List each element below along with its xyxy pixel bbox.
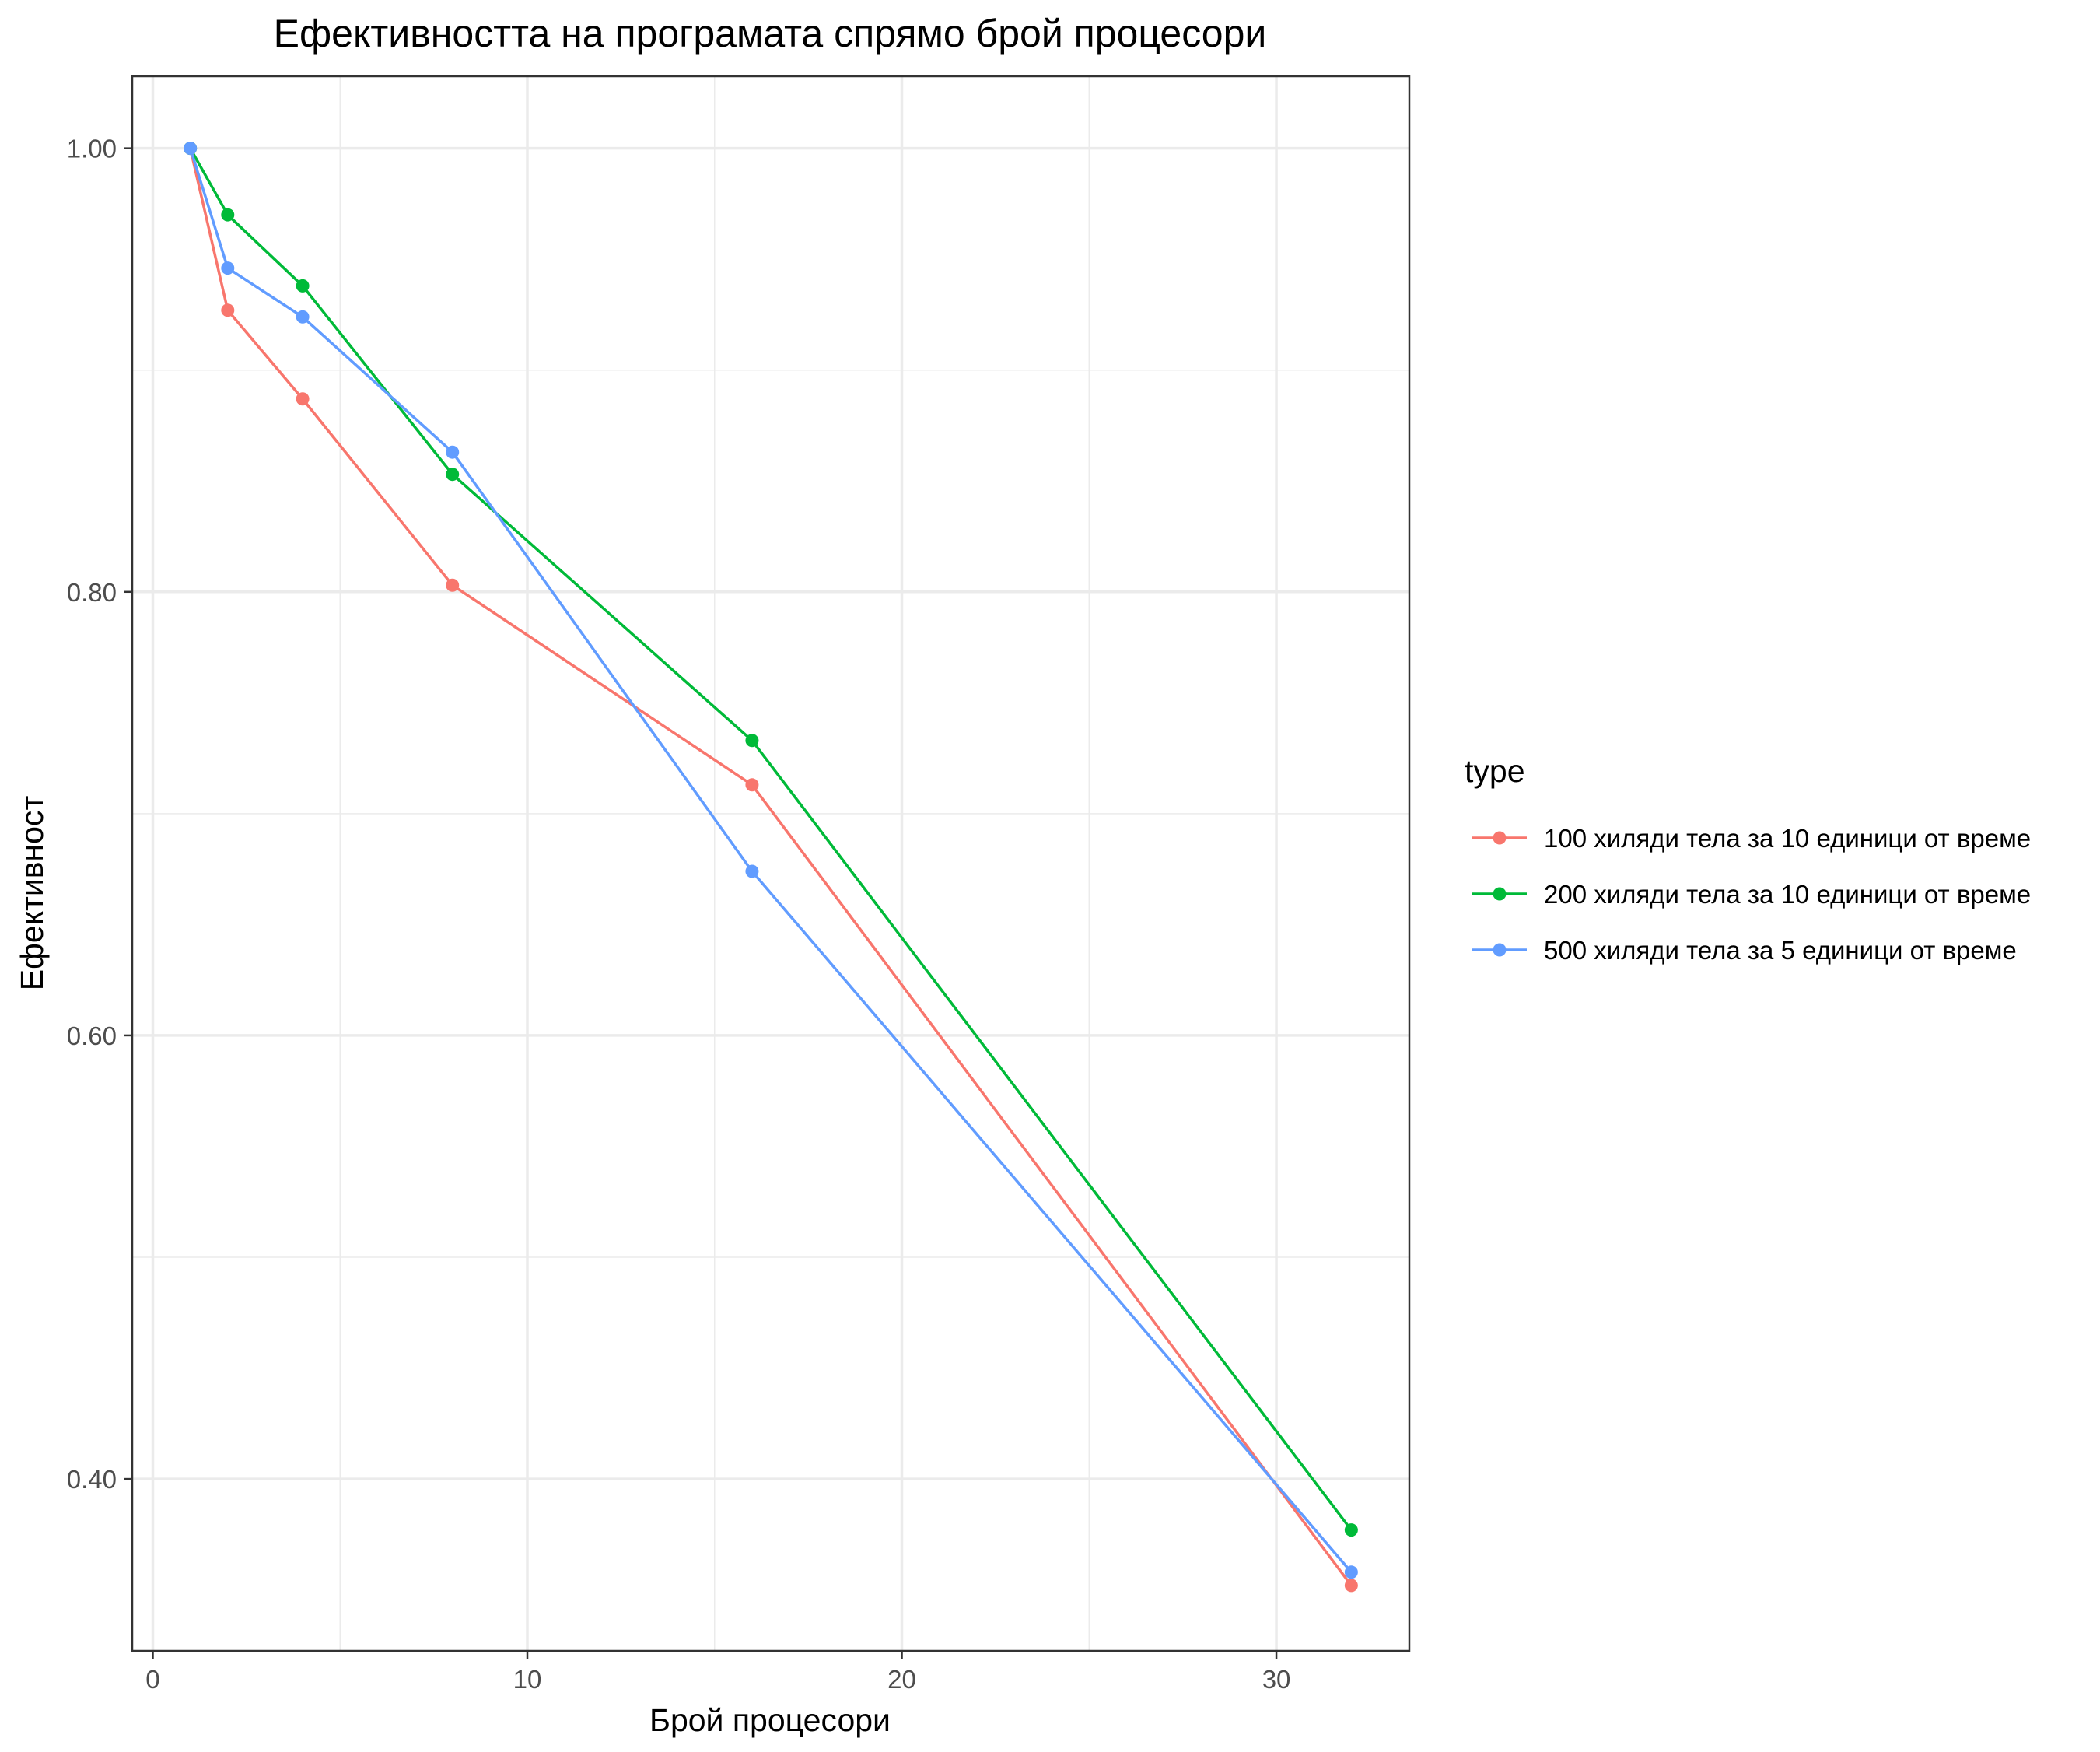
- series-1-point: [221, 303, 235, 317]
- series-2-point: [1344, 1523, 1358, 1537]
- series-1-point: [446, 578, 460, 592]
- series-3-point: [446, 445, 460, 459]
- legend-label-3: 500 хиляди тела за 5 единици от време: [1544, 936, 2017, 965]
- series-line-1: [188, 148, 1353, 1586]
- plot-area: 0 10 20 30 0.40 0.60 0.80 1.00: [67, 75, 1411, 1694]
- chart-title: Ефективността на програмата спрямо брой …: [274, 12, 1267, 55]
- series-line-2: [189, 147, 1353, 1531]
- series-1-point: [296, 392, 310, 406]
- y-tick-label: 0.60: [67, 1021, 117, 1050]
- series-1-point: [745, 778, 759, 792]
- legend-title: type: [1465, 753, 1525, 789]
- x-axis-title: Брой процесори: [649, 1702, 891, 1738]
- x-tick-label: 30: [1262, 1665, 1291, 1694]
- series-line-3: [188, 148, 1353, 1573]
- y-tick-label: 0.40: [67, 1465, 117, 1494]
- legend: type 100 хиляди тела за 10 единици от вр…: [1465, 753, 2031, 965]
- legend-key-point-3: [1493, 943, 1507, 957]
- series-3-point: [296, 310, 310, 324]
- series-3-point: [184, 142, 198, 156]
- series-3-point: [221, 261, 235, 275]
- series-3-point: [745, 864, 759, 878]
- x-tick-label: 0: [145, 1665, 159, 1694]
- y-tick-label: 1.00: [67, 135, 117, 163]
- legend-label-2: 200 хиляди тела за 10 единици от време: [1544, 880, 2031, 909]
- y-axis-title: Ефективност: [14, 796, 50, 991]
- x-tick-label: 10: [513, 1665, 542, 1694]
- legend-label-1: 100 хиляди тела за 10 единици от време: [1544, 824, 2031, 853]
- series-3-point: [1344, 1565, 1358, 1579]
- legend-key-point-1: [1493, 831, 1507, 845]
- series-2-point: [221, 208, 235, 222]
- series-1-point: [1344, 1579, 1358, 1593]
- x-tick-label: 20: [887, 1665, 916, 1694]
- y-tick-label: 0.80: [67, 578, 117, 607]
- series-2-point: [745, 734, 759, 748]
- series-2-point: [296, 279, 310, 293]
- series-2-point: [446, 468, 460, 482]
- legend-key-point-2: [1493, 887, 1507, 901]
- panel-border: [131, 75, 1411, 1652]
